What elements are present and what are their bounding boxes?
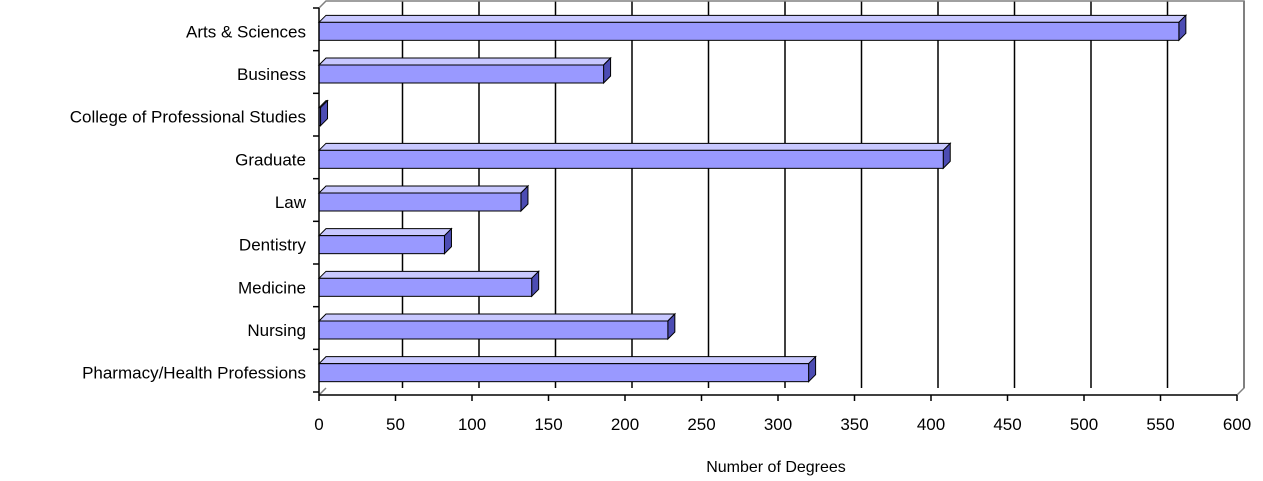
x-tick-label: 300 — [764, 415, 792, 434]
bar — [317, 14, 1188, 42]
bar — [317, 184, 530, 213]
bar-front-face — [318, 277, 533, 297]
x-tick-label: 550 — [1146, 415, 1174, 434]
x-tick-label: 600 — [1223, 415, 1251, 434]
category-label: Pharmacy/Health Professions — [82, 364, 306, 383]
x-tick-label: 0 — [314, 415, 323, 434]
bar-front-face — [318, 21, 1180, 41]
bar-front-face — [318, 149, 944, 169]
plot-frame — [318, 0, 1245, 396]
x-tick-label: 50 — [386, 415, 405, 434]
x-tick-label: 500 — [1070, 415, 1098, 434]
bar-front-face — [318, 235, 445, 255]
bar-front-face — [318, 320, 669, 340]
bars — [317, 14, 1188, 383]
bar — [317, 270, 540, 298]
category-label: College of Professional Studies — [70, 108, 306, 127]
back-wall-frame — [318, 0, 1245, 396]
bar — [317, 355, 817, 383]
bar-top-face — [317, 57, 612, 66]
floor-edge — [318, 387, 327, 396]
axes — [313, 7, 1238, 401]
category-label: Arts & Sciences — [186, 22, 306, 41]
bar-front-face — [318, 64, 605, 84]
category-label: Nursing — [247, 321, 306, 340]
x-tick-label: 350 — [840, 415, 868, 434]
bar-top-face — [317, 270, 540, 279]
bar-top-face — [317, 14, 1188, 23]
x-tick-label: 400 — [917, 415, 945, 434]
labels: 0 50 100 150 200 250 300 350 400 450 500 550 600 Arts… — [70, 22, 1251, 434]
category-label: Dentistry — [239, 236, 307, 255]
bar — [317, 99, 329, 127]
category-label: Business — [237, 65, 306, 84]
bar-top-face — [317, 228, 453, 237]
category-label: Medicine — [238, 278, 306, 297]
bar-front-face — [318, 192, 522, 212]
category-label: Graduate — [235, 150, 306, 169]
bar-top-face — [317, 356, 817, 365]
bar-front-face — [318, 363, 810, 383]
x-axis-title: Number of Degrees — [706, 459, 846, 476]
bar — [317, 142, 952, 170]
bar — [317, 312, 677, 341]
x-tick-label: 250 — [687, 415, 715, 434]
bar-top-face — [317, 185, 530, 194]
bar-top-face — [317, 142, 952, 151]
x-tick-label: 100 — [458, 415, 486, 434]
bar — [317, 56, 612, 85]
x-tick-label: 450 — [993, 415, 1021, 434]
bar-top-face — [317, 313, 677, 322]
x-tick-label: 200 — [611, 415, 639, 434]
category-label: Law — [275, 193, 307, 212]
bar — [317, 227, 453, 255]
x-tick-label: 150 — [534, 415, 562, 434]
